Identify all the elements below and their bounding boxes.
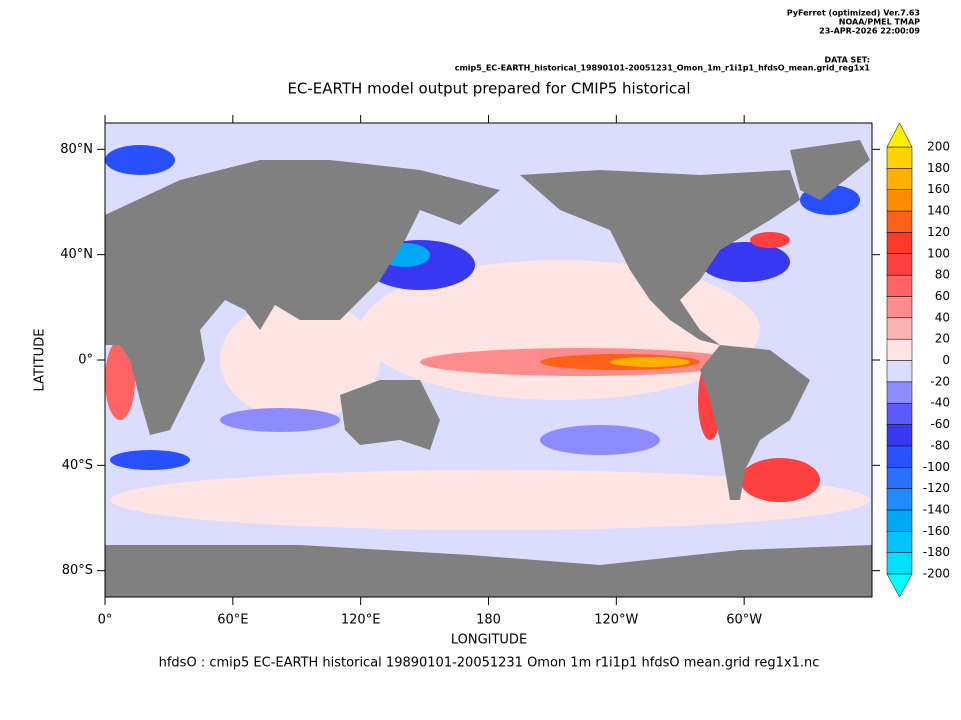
title: EC-EARTH model output prepared for CMIP5… [287, 80, 690, 98]
colorbar-bin [886, 296, 913, 319]
field-patch [110, 470, 870, 530]
colorbar-bin [886, 424, 913, 447]
colorbar-bin [886, 274, 913, 297]
colorbar-label: -140 [923, 502, 950, 516]
org: NOAA/PMEL TMAP [839, 18, 920, 27]
y-tick-label: 0° [78, 353, 93, 368]
field-patch [105, 145, 175, 175]
colorbar-label: 60 [935, 289, 950, 303]
colorbar-label: 140 [927, 204, 950, 218]
colorbar-bin [886, 232, 913, 254]
x-tick-label: 180 [476, 613, 501, 628]
colorbar-arrow-high [886, 122, 913, 148]
australia [340, 380, 440, 450]
colorbar-bin [886, 445, 913, 468]
field-patch [540, 425, 660, 455]
colorbar-bin [886, 253, 913, 276]
colorbar-bin [886, 467, 913, 489]
south-america [700, 345, 810, 500]
colorbar-bin [886, 402, 913, 425]
field-patch [110, 450, 190, 470]
dataset-label: DATA SET: [825, 56, 870, 65]
colorbar-arrow-low [886, 573, 913, 598]
colorbar-bin [886, 488, 913, 511]
colorbar-label: -20 [930, 374, 950, 388]
colorbar-bin [886, 146, 913, 169]
colorbar-label: 160 [927, 182, 950, 196]
dataset: cmip5_EC-EARTH_historical_19890101-20051… [455, 64, 871, 73]
colorbar-bin [886, 317, 913, 340]
land [105, 140, 872, 597]
colorbar-label: 20 [935, 332, 950, 346]
colorbar-bin [886, 381, 913, 404]
colorbar-label: -100 [923, 460, 950, 474]
x-tick-label: 60°E [217, 613, 248, 628]
colorbar: -200-180-160-140-120-100-80-60-40-200204… [886, 122, 950, 598]
y-tick-label: 40°N [60, 247, 93, 262]
axes: 0° 60°E 120°E 180 120°W 60°W 80°S 40°S 0° 40°N 80°… [60, 115, 880, 628]
colorbar-label: -200 [923, 567, 950, 581]
eurasia-africa [105, 160, 500, 435]
field-patch [610, 357, 690, 367]
date: 23-APR-2026 22:00:09 [819, 27, 920, 36]
colorbar-label: 0 [942, 353, 950, 367]
colorbar-label: 100 [927, 246, 950, 260]
y-tick-label: 80°S [62, 563, 93, 578]
colorbar-label: -120 [923, 481, 950, 495]
colorbar-bin [886, 338, 913, 361]
colorbar-label: -40 [930, 396, 950, 410]
x-tick-label: 120°E [341, 613, 381, 628]
field-patch [700, 242, 790, 282]
colorbar-label: -160 [923, 524, 950, 538]
program: PyFerret (optimized) Ver.7.63 [787, 9, 920, 18]
footer: hfdsO : cmip5 EC-EARTH historical 198901… [159, 656, 820, 671]
colorbar-label: -180 [923, 545, 950, 559]
colorbar-label: 200 [927, 140, 950, 154]
colorbar-bin [886, 210, 913, 233]
x-tick-label: 120°W [594, 613, 638, 628]
colorbar-bin [886, 509, 913, 532]
greenland [790, 140, 870, 200]
colorbar-bin [886, 189, 913, 212]
y-tick-label: 40°S [62, 458, 93, 473]
colorbar-label: 80 [935, 268, 950, 282]
field-patch [105, 340, 135, 420]
colorbar-bin [886, 531, 913, 553]
field-patch [750, 232, 790, 248]
field-patch [740, 458, 820, 502]
x-tick-label: 60°W [726, 613, 762, 628]
colorbar-bin [886, 360, 913, 383]
x-tick-label: 0° [98, 613, 113, 628]
colorbar-label: -60 [930, 417, 950, 431]
colorbar-label: 40 [935, 310, 950, 324]
colorbar-label: -80 [930, 438, 950, 452]
y-tick-label: 80°N [60, 142, 93, 157]
y-axis-label: LATITUDE [33, 329, 48, 392]
field-patch [220, 408, 340, 432]
colorbar-label: 180 [927, 161, 950, 175]
colorbar-bin [886, 552, 913, 575]
north-america [520, 170, 800, 345]
x-axis-label: LONGITUDE [451, 633, 527, 648]
colorbar-bin [886, 168, 913, 190]
antarctica [105, 545, 872, 597]
colorbar-label: 120 [927, 225, 950, 239]
